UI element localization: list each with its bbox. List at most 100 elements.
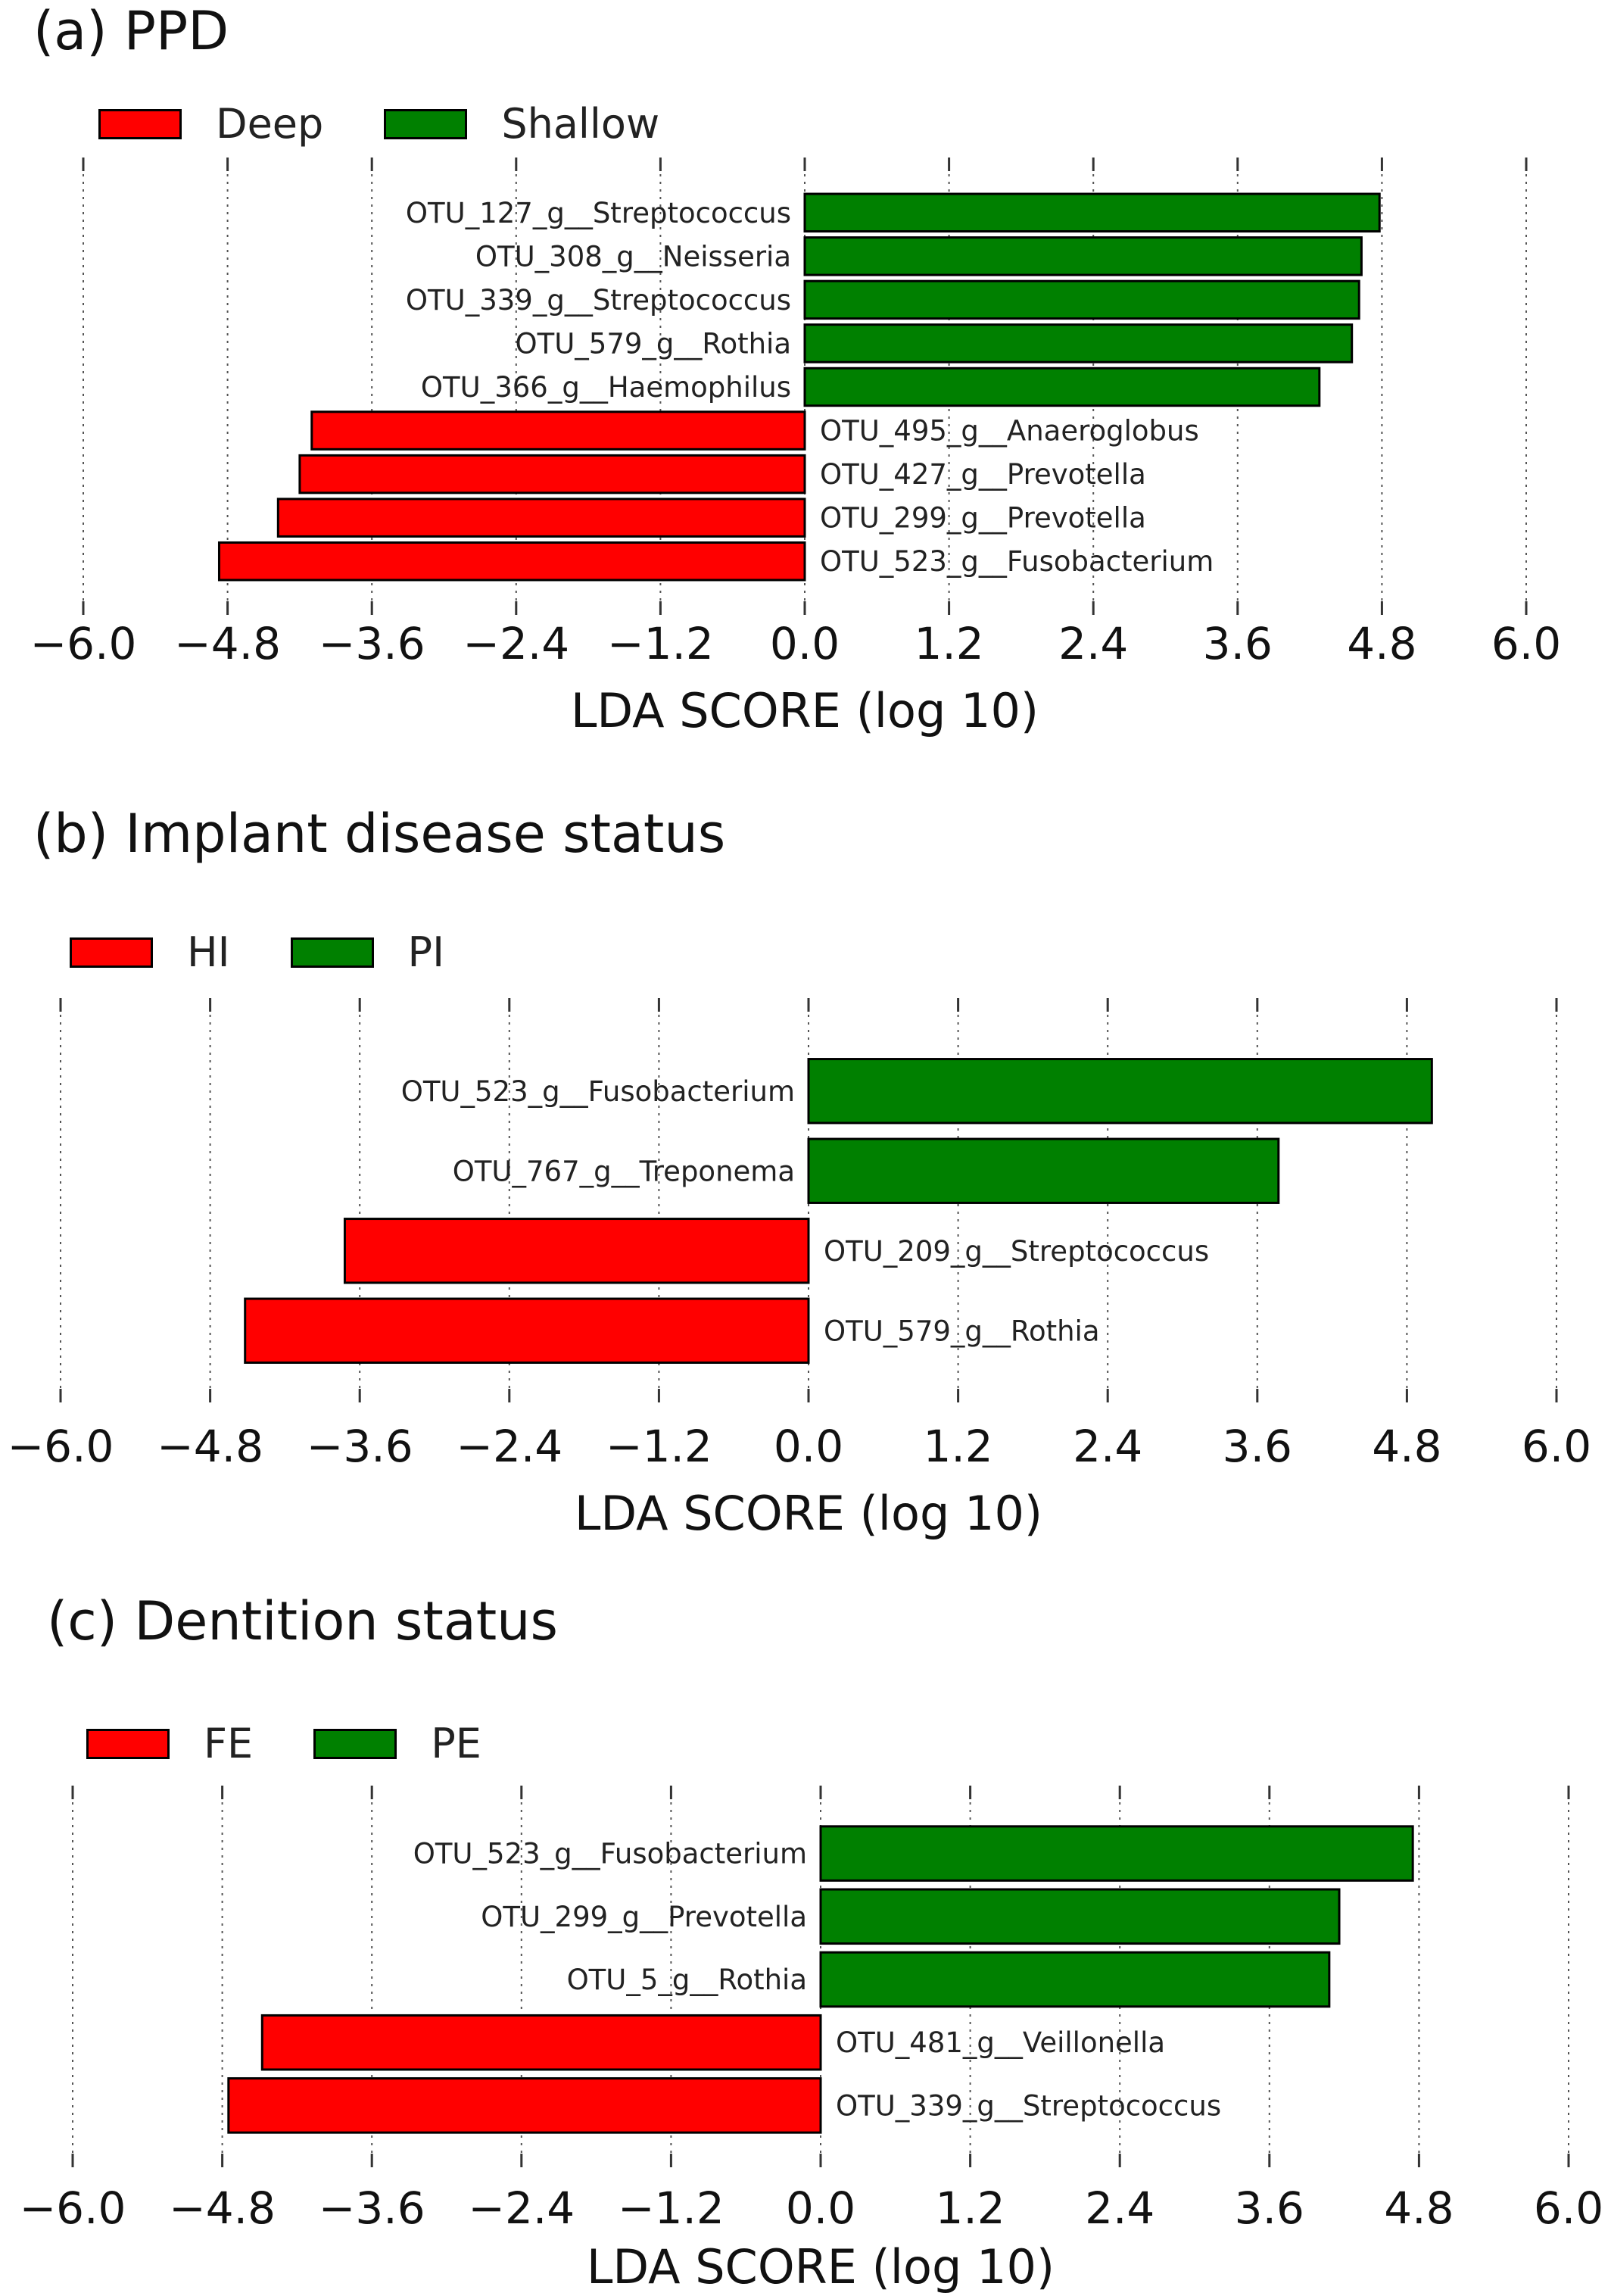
chart-panel-b: (b) Implant disease status HI PI −6.0 −4.… xyxy=(0,788,1611,1545)
x-tick-label: 6.0 xyxy=(1491,618,1561,669)
bar xyxy=(803,279,1360,320)
bar-label: OTU_481_g__Veillonella xyxy=(836,2026,1165,2059)
x-tick-label: 1.2 xyxy=(935,2182,1005,2234)
x-tick-label: −1.2 xyxy=(606,1421,712,1472)
panel-title: (b) Implant disease status xyxy=(33,803,726,865)
x-tick-label: 1.2 xyxy=(914,618,983,669)
x-tick-label: −2.4 xyxy=(463,618,569,669)
bar-label: OTU_339_g__Streptococcus xyxy=(836,2089,1221,2122)
bar-label: OTU_767_g__Treponema xyxy=(453,1155,795,1187)
x-tick-label: −2.4 xyxy=(468,2182,575,2234)
chart-panel-a: (a) PPD Deep Shallow −6.0 −4.8 −3.6 −2.4 −1.… xyxy=(0,0,1611,757)
bar xyxy=(803,192,1381,233)
bar-label: OTU_523_g__Fusobacterium xyxy=(413,1838,807,1870)
panel-title: (c) Dentition status xyxy=(47,1590,559,1652)
legend-swatch-green xyxy=(384,108,468,139)
legend-label: Shallow xyxy=(501,100,660,148)
x-tick-label: 0.0 xyxy=(774,1421,843,1472)
legend-swatch-red xyxy=(98,108,182,139)
legend-label: PI xyxy=(407,928,445,976)
x-tick-label: 2.4 xyxy=(1085,2182,1154,2234)
bar-label: OTU_339_g__Streptococcus xyxy=(406,284,791,317)
x-tick-label: −3.6 xyxy=(307,1421,413,1472)
bar xyxy=(298,454,806,494)
bar xyxy=(217,541,806,582)
x-tick-label: 4.8 xyxy=(1384,2182,1454,2234)
bar-label: OTU_299_g__Prevotella xyxy=(820,502,1146,535)
x-tick-label: −1.2 xyxy=(618,2182,724,2234)
legend-label: FE xyxy=(204,1720,254,1767)
x-tick-label: 6.0 xyxy=(1534,2182,1603,2234)
x-tick-label: −3.6 xyxy=(319,618,425,669)
bar-label: OTU_579_g__Rothia xyxy=(515,327,791,360)
x-axis-title: LDA SCORE (log 10) xyxy=(587,2239,1055,2294)
bar xyxy=(803,236,1363,276)
x-tick-label: −3.6 xyxy=(319,2182,425,2234)
bar-label: OTU_366_g__Haemophilus xyxy=(421,371,791,404)
x-tick-label: 4.8 xyxy=(1372,1421,1441,1472)
bar-label: OTU_523_g__Fusobacterium xyxy=(820,545,1214,578)
x-tick-label: −1.2 xyxy=(607,618,714,669)
x-tick-label: 0.0 xyxy=(786,2182,855,2234)
legend-item-shallow: Shallow xyxy=(384,100,659,148)
bar xyxy=(819,1825,1414,1882)
x-tick-label: −6.0 xyxy=(20,2182,126,2234)
bar xyxy=(807,1137,1280,1204)
x-tick-label: 6.0 xyxy=(1522,1421,1591,1472)
legend-swatch-green xyxy=(313,1728,397,1759)
bar-chart-ppd: −6.0 −4.8 −3.6 −2.4 −1.2 0.0 1.2 2.4 3.6 4.8 6.0 LD… xyxy=(30,158,1561,738)
bar xyxy=(807,1058,1433,1125)
legend-item-deep: Deep xyxy=(98,100,323,148)
x-tick-label: 0.0 xyxy=(770,618,840,669)
chart-panel-c: (c) Dentition status FE PE −6.0 −4.8 −3.6−… xyxy=(0,1575,1611,2296)
x-axis-title: LDA SCORE (log 10) xyxy=(571,683,1039,738)
bar-chart-dentition: −6.0 −4.8 −3.6 −2.4 −1.2 0.0 1.2 2.4 3.6 4.8 6.0 LD… xyxy=(20,1786,1603,2294)
legend-label: Deep xyxy=(216,100,324,148)
bar xyxy=(803,323,1354,363)
bar-label: OTU_5_g__Rothia xyxy=(567,1964,807,1996)
legend: HI PI xyxy=(70,928,505,976)
panel-title: (a) PPD xyxy=(33,0,229,62)
x-tick-label: 4.8 xyxy=(1347,618,1416,669)
x-tick-label: −4.8 xyxy=(174,618,281,669)
x-tick-label: 3.6 xyxy=(1203,618,1273,669)
legend-item-hi: HI xyxy=(70,928,230,976)
bar xyxy=(227,2077,822,2134)
legend: FE PE xyxy=(86,1720,542,1767)
legend-label: PE xyxy=(431,1720,481,1767)
bar xyxy=(276,498,806,538)
bar-chart-implant: −6.0 −4.8 −3.6 −2.4 −1.2 0.0 1.2 2.4 3.6 4.8 6.0 LD… xyxy=(8,998,1591,1541)
legend-item-pi: PI xyxy=(290,928,445,976)
x-tick-label: −4.8 xyxy=(157,1421,263,1472)
x-tick-label: 1.2 xyxy=(923,1421,992,1472)
x-tick-label: −6.0 xyxy=(30,618,137,669)
bar-label: OTU_127_g__Streptococcus xyxy=(406,197,791,229)
x-tick-label: −4.8 xyxy=(169,2182,276,2234)
bar-label: OTU_299_g__Prevotella xyxy=(481,1901,807,1933)
x-tick-label: 2.4 xyxy=(1073,1421,1142,1472)
bar-label: OTU_495_g__Anaeroglobus xyxy=(820,415,1199,448)
bar xyxy=(343,1218,810,1284)
bar-label: OTU_427_g__Prevotella xyxy=(820,458,1146,491)
x-tick-label: 3.6 xyxy=(1235,2182,1304,2234)
bar xyxy=(819,1888,1341,1945)
bar xyxy=(803,367,1321,407)
legend-swatch-red xyxy=(70,937,153,968)
bar xyxy=(819,1951,1331,2008)
bar-label: OTU_579_g__Rothia xyxy=(824,1315,1100,1347)
bar-label: OTU_209_g__Streptococcus xyxy=(824,1235,1209,1268)
bar xyxy=(260,2014,822,2071)
bar-label: OTU_308_g__Neisseria xyxy=(475,240,791,273)
bar xyxy=(310,410,806,451)
bar xyxy=(244,1297,810,1364)
x-tick-label: −2.4 xyxy=(456,1421,562,1472)
legend-swatch-red xyxy=(86,1728,170,1759)
bar-label: OTU_523_g__Fusobacterium xyxy=(401,1075,795,1108)
x-tick-label: −6.0 xyxy=(8,1421,114,1472)
x-tick-label: 2.4 xyxy=(1058,618,1128,669)
legend: Deep Shallow xyxy=(98,100,720,148)
x-axis-title: LDA SCORE (log 10) xyxy=(575,1486,1042,1541)
legend-item-fe: FE xyxy=(86,1720,253,1767)
x-tick-label: 3.6 xyxy=(1223,1421,1292,1472)
legend-label: HI xyxy=(187,928,230,976)
